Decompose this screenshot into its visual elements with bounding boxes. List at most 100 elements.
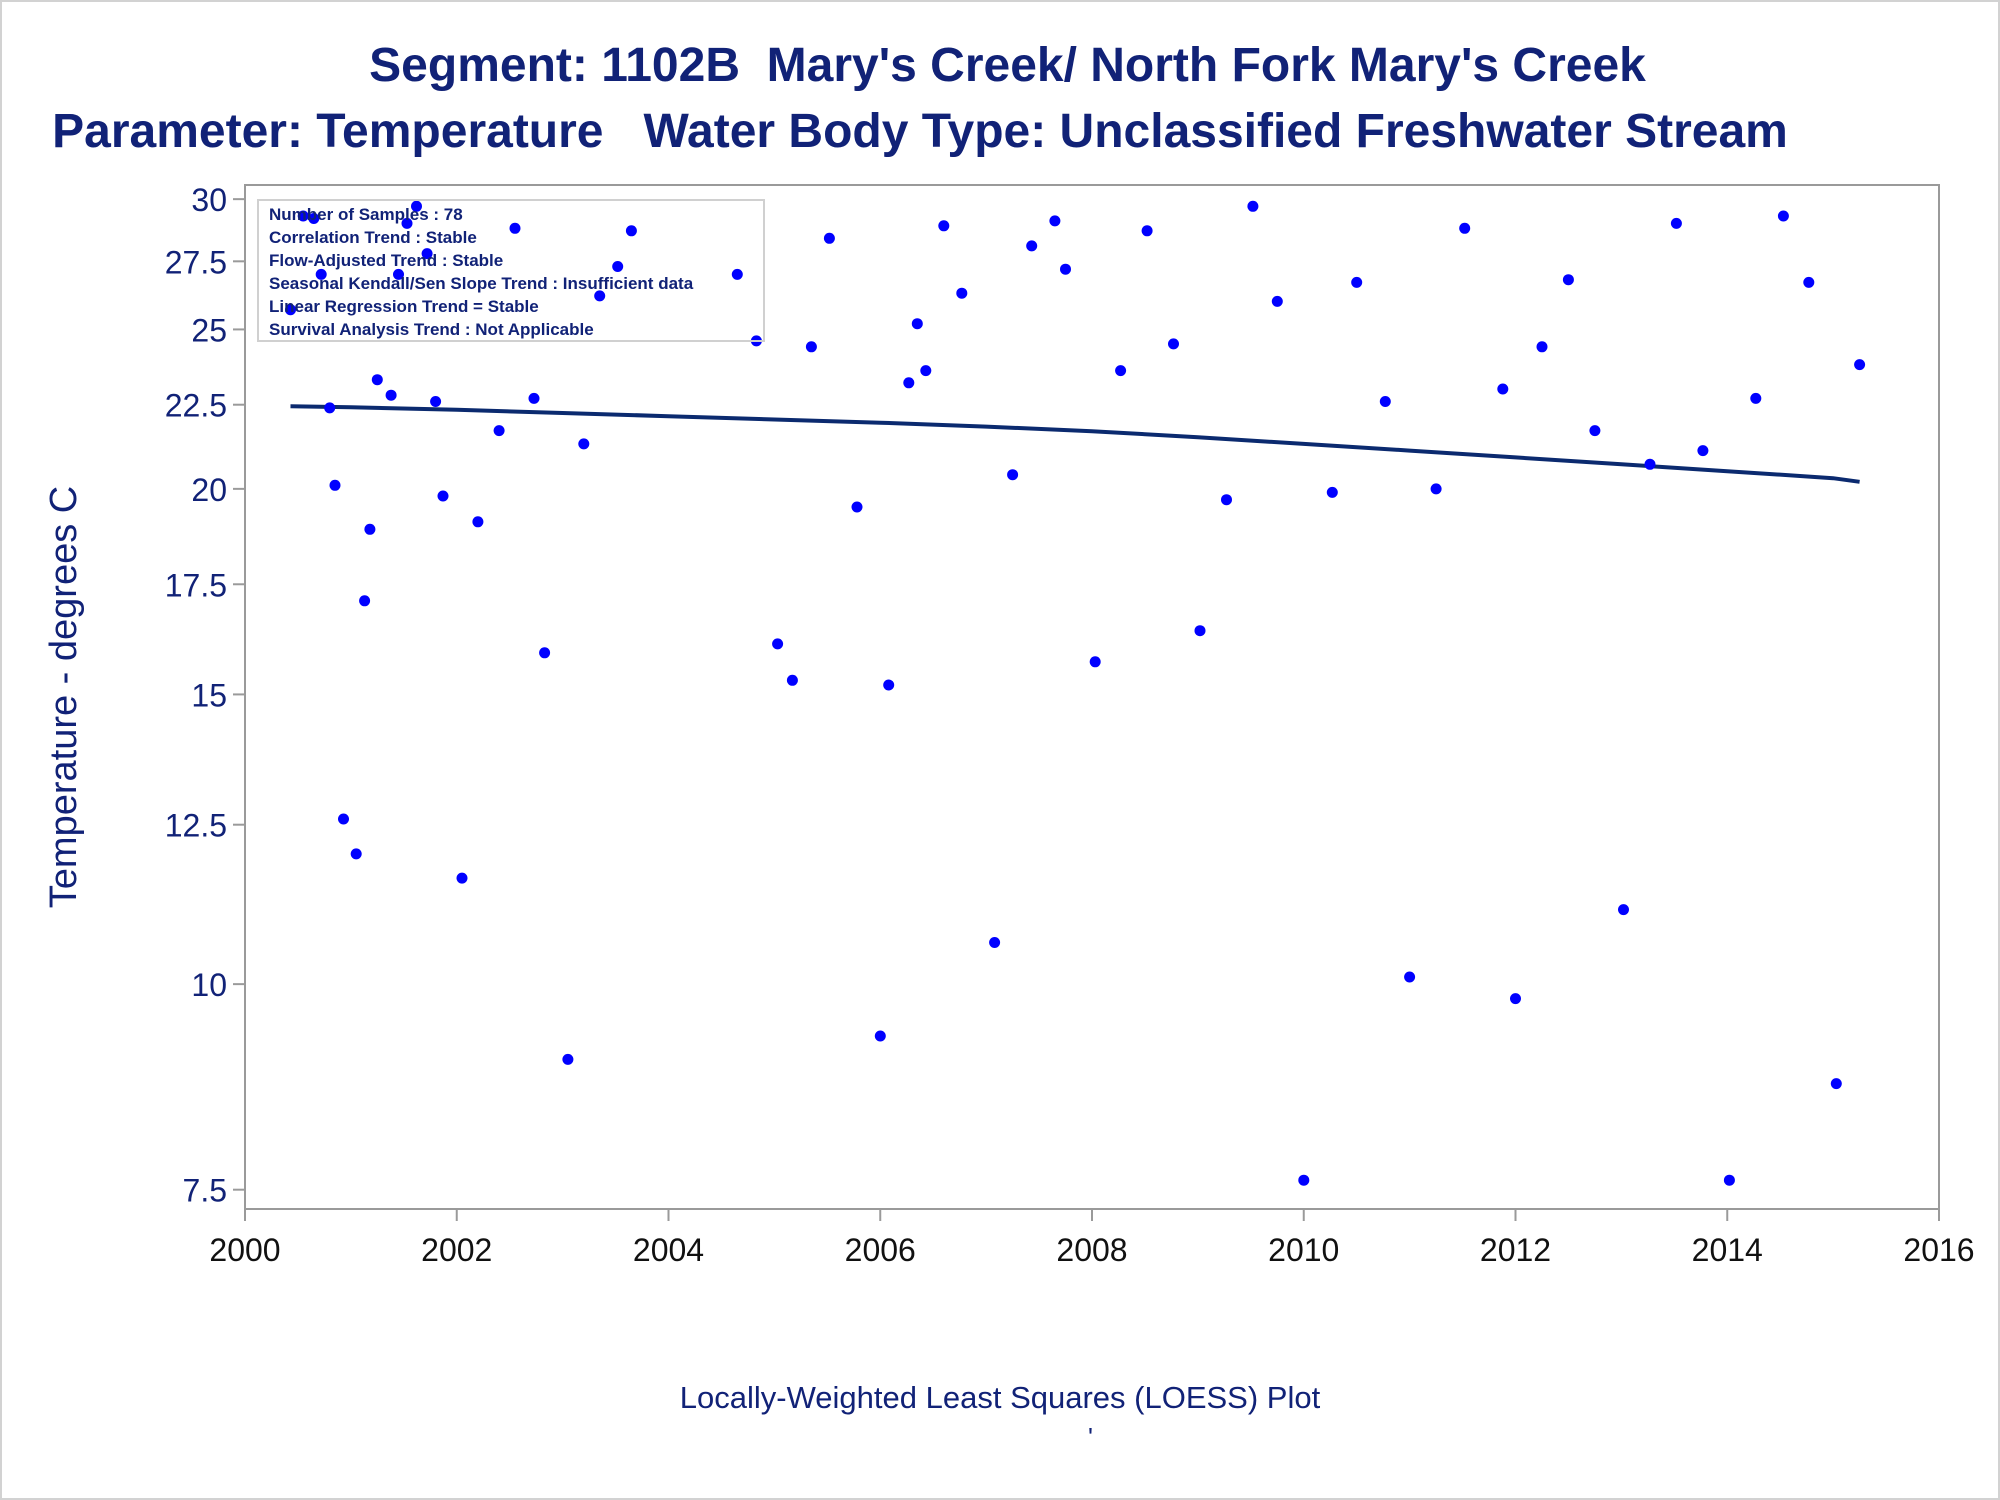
data-point (371, 374, 383, 386)
y-tick-label: 20 (191, 472, 227, 508)
data-point (1298, 1174, 1310, 1186)
info-samples: Number of Samples : 78 (269, 205, 463, 224)
data-point (578, 438, 590, 450)
data-point (1459, 222, 1471, 234)
data-point (1562, 274, 1574, 286)
y-axis-label: Temperature - degrees C (43, 486, 85, 908)
data-point (1430, 483, 1442, 495)
data-point (772, 638, 784, 650)
data-point (297, 210, 309, 222)
data-point (920, 365, 932, 377)
data-point (385, 389, 397, 401)
data-point (509, 222, 521, 234)
data-point (938, 220, 950, 232)
data-point (1723, 1174, 1735, 1186)
data-point (612, 261, 624, 272)
y-tick-label: 7.5 (183, 1173, 227, 1209)
y-tick-label: 10 (191, 967, 227, 1003)
data-point (308, 213, 320, 224)
data-point (1089, 656, 1101, 668)
y-tick-label: 22.5 (165, 388, 227, 424)
data-point (1168, 338, 1179, 350)
data-point (493, 425, 505, 437)
data-point (1589, 425, 1601, 437)
data-point (1007, 469, 1019, 481)
y-tick-label: 12.5 (165, 808, 227, 844)
x-tick-label: 2014 (1692, 1232, 1763, 1268)
data-point (324, 402, 336, 414)
x-tick-label: 2016 (1903, 1232, 1974, 1268)
data-point (874, 1030, 886, 1042)
x-tick-label: 2002 (421, 1232, 492, 1268)
data-point (411, 200, 422, 212)
y-axis: 7.5 10 12.5 15 17.5 20 22.5 25 27.5 30 (165, 182, 245, 1209)
data-point (1510, 993, 1521, 1005)
data-point (1049, 215, 1061, 227)
x-tick-label: 2000 (209, 1232, 280, 1268)
data-point (956, 287, 968, 299)
data-point (805, 341, 817, 353)
y-tick-label: 15 (191, 677, 227, 713)
data-point (350, 848, 362, 860)
data-point (1803, 276, 1815, 288)
info-survival-analysis-trend: Survival Analysis Trend : Not Applicable (269, 320, 594, 339)
loess-line-group (290, 404, 1860, 484)
info-flow-adjusted-trend: Flow-Adjusted Trend : Stable (269, 251, 503, 270)
data-point (1271, 295, 1283, 307)
data-point (1221, 494, 1232, 506)
data-point (786, 674, 798, 686)
data-point (731, 268, 743, 280)
data-point (823, 232, 835, 244)
y-tick-label: 17.5 (165, 567, 227, 603)
data-points (285, 200, 1866, 1186)
x-tick-label: 2012 (1480, 1232, 1551, 1268)
data-point (1777, 210, 1789, 222)
y-tick-label: 30 (191, 182, 227, 218)
x-tick-label: 2006 (845, 1232, 916, 1268)
y-tick-label: 25 (191, 312, 227, 348)
data-point (285, 304, 296, 316)
data-point (393, 268, 404, 280)
trend-info-box: Number of Samples : 78 Correlation Trend… (257, 199, 765, 342)
data-point (1060, 263, 1071, 275)
data-point (594, 290, 606, 302)
data-point (1141, 225, 1153, 237)
data-point (1379, 396, 1391, 407)
data-point (903, 377, 915, 389)
data-point (315, 268, 327, 280)
data-point (528, 392, 540, 404)
data-point (851, 501, 863, 513)
footnote-mark: ' (1088, 1422, 1093, 1452)
info-correlation-trend: Correlation Trend : Stable (269, 228, 477, 247)
data-point (625, 225, 637, 237)
info-linear-regression-trend: Linear Regression Trend = Stable (269, 297, 539, 316)
data-point (1830, 1078, 1842, 1090)
plot-footnote: Locally-Weighted Least Squares (LOESS) P… (679, 1380, 1321, 1415)
data-point (359, 595, 371, 607)
x-axis: 2000 2002 2004 2006 2008 2010 2012 2014 2016 (209, 1209, 1975, 1268)
data-point (883, 679, 895, 691)
data-point (364, 523, 376, 535)
data-point (1854, 359, 1866, 371)
data-point (1497, 383, 1509, 395)
data-point (430, 396, 442, 407)
data-point (1247, 200, 1259, 212)
data-point (338, 813, 349, 825)
data-point (456, 872, 468, 884)
data-point (1326, 486, 1338, 498)
data-point (1697, 445, 1709, 457)
data-point (989, 937, 1001, 948)
x-tick-label: 2010 (1268, 1232, 1339, 1268)
info-box-frame (257, 199, 765, 342)
data-point (539, 647, 551, 659)
data-point (1026, 240, 1038, 252)
x-tick-label: 2008 (1056, 1232, 1127, 1268)
data-point (911, 318, 923, 330)
data-point (1404, 971, 1416, 983)
data-point (1618, 904, 1629, 916)
data-point (1670, 217, 1682, 229)
x-tick-label: 2004 (633, 1232, 704, 1268)
data-point (472, 516, 484, 528)
